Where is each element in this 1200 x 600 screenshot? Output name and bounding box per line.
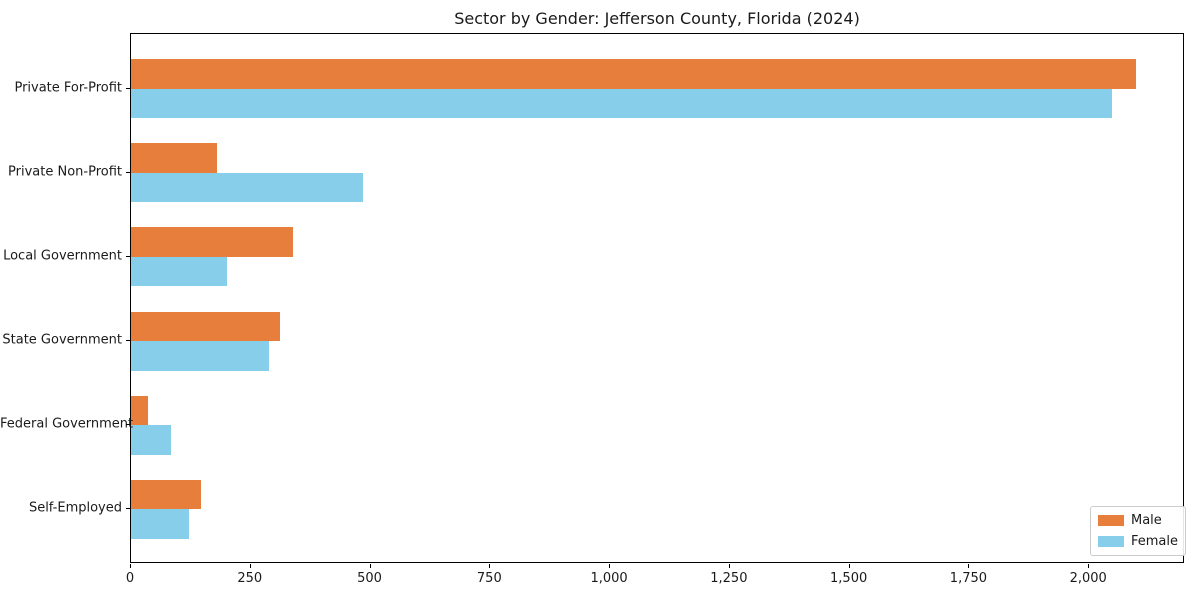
x-tick-label: 250 [237,571,263,586]
plot-area [130,33,1184,563]
x-tick-mark [609,564,611,568]
bar-male-1 [131,59,1136,89]
x-tick-label: 2,000 [1069,571,1107,586]
x-tick-label: 1,500 [830,571,868,586]
x-tick-label: 0 [125,571,135,586]
x-tick-mark [968,564,970,568]
bar-male-3 [131,227,293,257]
legend-label: Female [1131,534,1179,549]
legend-item-female: Female [1098,534,1178,549]
x-tick-label: 1,000 [590,571,628,586]
y-tick-label: Federal Government [0,416,134,432]
y-tick-label: Local Government [3,248,122,264]
y-tick-label: State Government [2,332,122,348]
bar-female-3 [131,256,227,287]
bar-male-4 [131,311,280,342]
x-tick-label: 1,250 [710,571,748,586]
y-tick-mark [126,508,130,510]
legend-swatch-female [1098,536,1124,547]
x-tick-mark [848,564,850,568]
legend: Male Female [1090,506,1187,556]
x-tick-mark [369,564,371,568]
y-tick-mark [126,87,130,89]
bar-male-5 [131,395,148,426]
x-tick-mark [489,564,491,568]
x-tick-mark [249,564,251,568]
x-tick-mark [1088,564,1090,568]
y-tick-label: Private Non-Profit [8,164,122,180]
x-tick-mark [728,564,730,568]
bar-female-5 [131,425,172,455]
chart-title: Sector by Gender: Jefferson County, Flor… [454,9,860,28]
legend-label: Male [1131,513,1162,528]
y-tick-label: Private For-Profit [14,80,122,96]
legend-item-male: Male [1098,513,1178,528]
bar-female-2 [131,172,364,203]
y-tick-mark [126,340,130,342]
y-tick-label: Self-Employed [28,500,122,516]
x-tick-label: 1,750 [949,571,988,586]
bar-male-2 [131,143,218,173]
y-tick-mark [126,171,130,173]
x-tick-label: 750 [476,571,502,586]
bar-female-4 [131,341,269,371]
x-tick-label: 500 [357,571,382,586]
bar-female-6 [131,509,189,539]
bar-male-6 [131,479,201,510]
x-tick-mark [130,564,131,568]
y-tick-mark [126,424,130,426]
legend-swatch-male [1098,515,1124,526]
bar-female-1 [131,88,1113,119]
y-tick-mark [126,255,130,257]
